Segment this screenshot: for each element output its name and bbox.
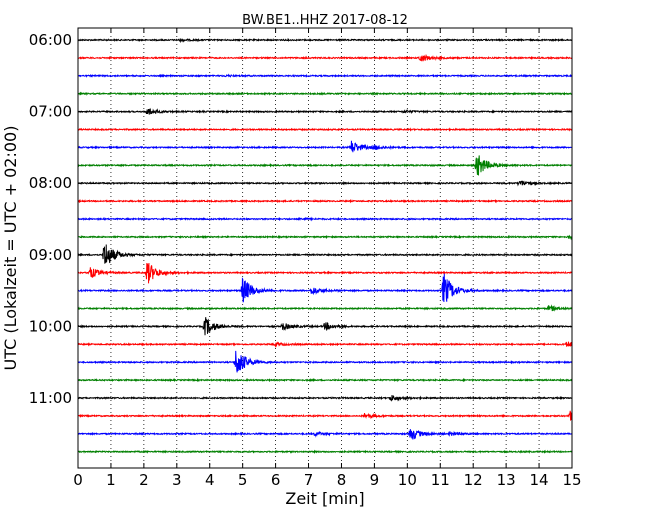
trace-0845	[77, 234, 573, 241]
x-tick-label: 5	[238, 471, 248, 489]
vertical-grid	[110, 28, 540, 468]
trace-0645	[77, 91, 573, 96]
x-tick-label: 6	[271, 471, 281, 489]
x-tick-label: 15	[562, 471, 581, 489]
x-tick-label: 10	[398, 471, 417, 489]
trace-0745	[77, 155, 573, 176]
x-axis-label: Zeit [min]	[285, 489, 364, 508]
seismogram-traces	[77, 37, 573, 454]
trace-0900	[77, 244, 573, 264]
trace-1145	[77, 449, 573, 454]
x-tick-label: 11	[431, 471, 450, 489]
trace-0830	[77, 216, 573, 222]
x-tick-label: 8	[337, 471, 347, 489]
trace-1100	[77, 395, 573, 402]
trace-0800	[77, 180, 573, 187]
trace-0715	[77, 127, 573, 132]
x-tick-label: 9	[370, 471, 380, 489]
trace-0600	[77, 37, 573, 44]
chart-title: BW.BE1..HHZ 2017-08-12	[242, 13, 408, 28]
trace-1115	[77, 410, 573, 421]
trace-0815	[77, 198, 573, 204]
trace-0730	[77, 140, 573, 153]
x-tick-label: 3	[172, 471, 182, 489]
trace-0915	[77, 262, 573, 284]
y-tick-label: 06:00	[29, 31, 72, 49]
y-axis-label: UTC (Lokalzeit = UTC + 02:00)	[1, 126, 20, 371]
trace-1015	[77, 341, 573, 348]
trace-0630	[77, 73, 573, 78]
trace-0700	[77, 107, 573, 115]
trace-1130	[77, 429, 573, 440]
x-tick-label: 1	[106, 471, 116, 489]
x-tick-label: 7	[304, 471, 314, 489]
trace-1030	[77, 350, 573, 373]
y-tick-label: 07:00	[29, 103, 72, 121]
plot-frame	[77, 27, 573, 469]
x-tick-label: 14	[530, 471, 549, 489]
x-tick-label: 12	[464, 471, 483, 489]
trace-0615	[77, 54, 573, 62]
x-tick-label: 2	[139, 471, 149, 489]
y-tick-label: 11:00	[29, 389, 72, 407]
y-tick-label: 10:00	[29, 317, 72, 335]
y-tick-label: 09:00	[29, 246, 72, 264]
x-axis-ticks: 0 1 2 3 4 5 6 7 8 9 10 11 12 13 14 15	[73, 28, 582, 489]
trace-1045	[77, 377, 573, 383]
trace-0945	[77, 304, 573, 312]
x-tick-label: 0	[73, 471, 83, 489]
y-tick-label: 08:00	[29, 174, 72, 192]
x-tick-label: 4	[205, 471, 215, 489]
x-tick-label: 13	[497, 471, 516, 489]
trace-0930	[77, 273, 573, 303]
trace-1000	[77, 317, 573, 336]
y-axis-ticks: 06:00 07:00 08:00 09:00 10:00 11:00	[29, 31, 572, 407]
